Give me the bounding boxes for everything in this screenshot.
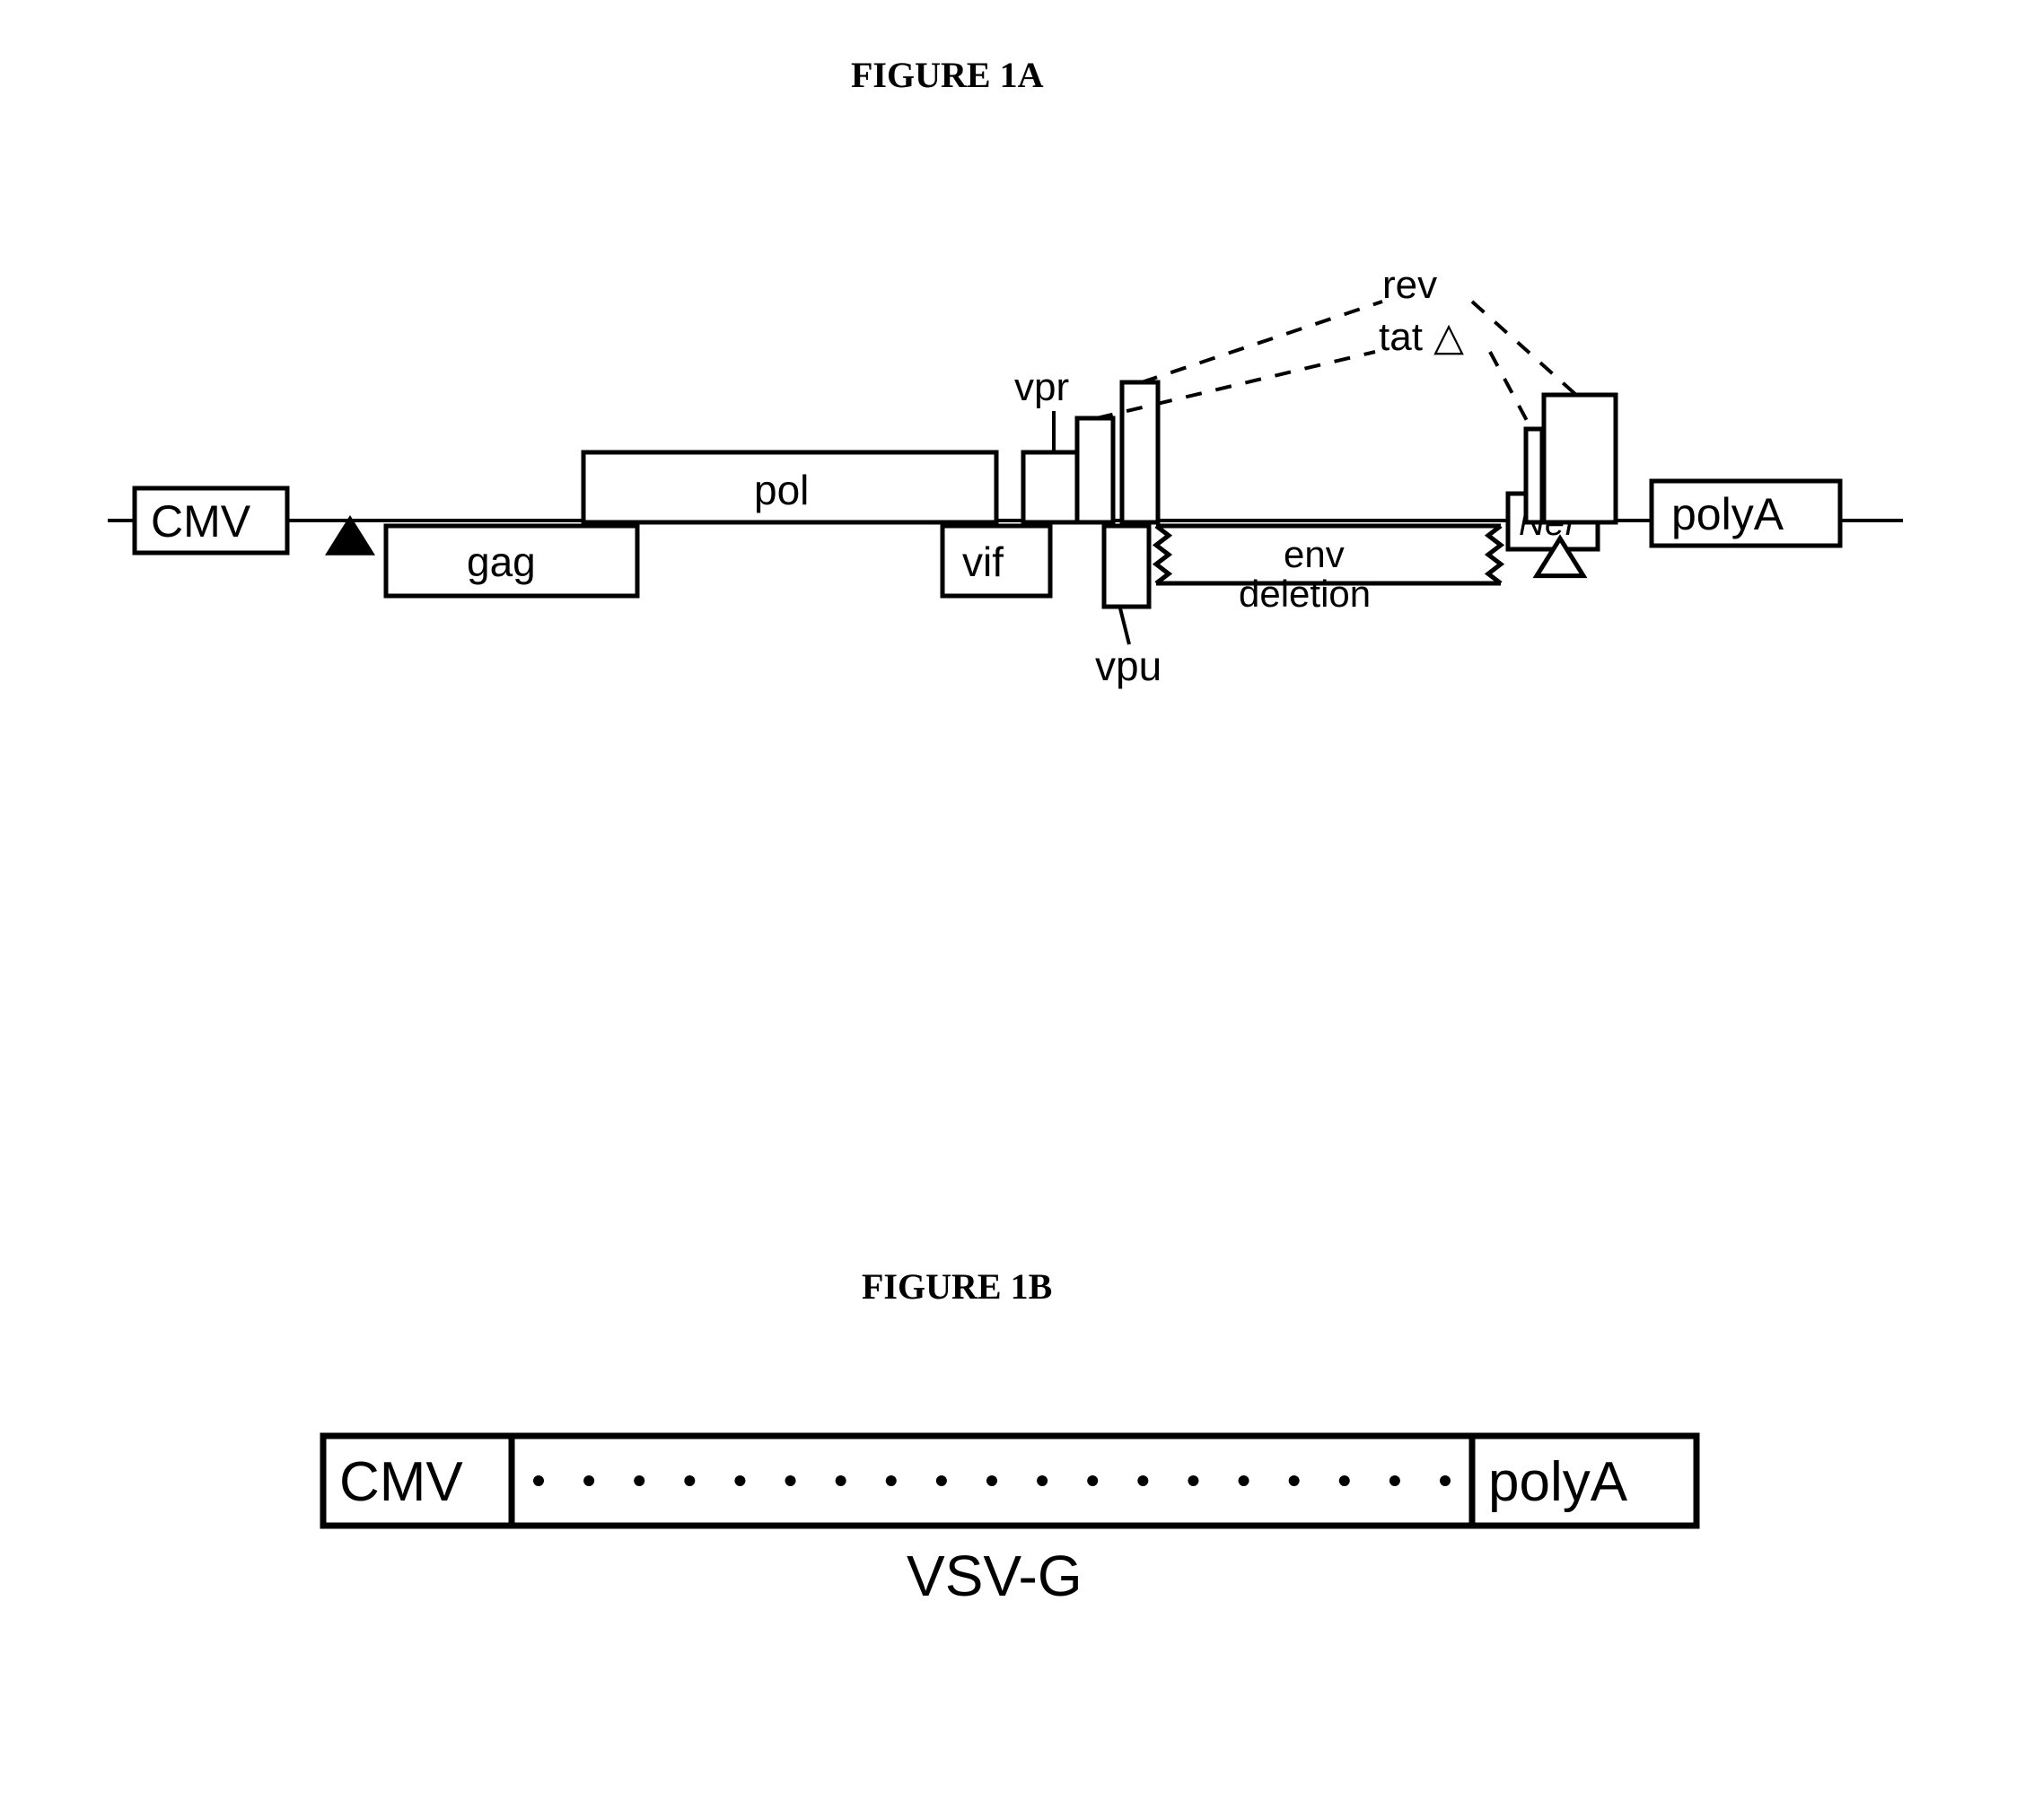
tat-delta-label: tat △ <box>1379 315 1464 359</box>
figure-1b-diagram: CMV polyA VSV-G <box>314 1400 1714 1669</box>
cmv-box-label: CMV <box>151 496 251 547</box>
rev-exon2-box <box>1544 395 1616 522</box>
figb-cmv-box-label: CMV <box>339 1451 463 1513</box>
vif-box-label: vif <box>962 538 1004 585</box>
env-deletion-label: deletion <box>1239 573 1371 615</box>
tat-exon1-box <box>1077 418 1113 522</box>
vpr-box-label: vpr <box>1014 365 1069 409</box>
polya-box-label: polyA <box>1671 489 1784 539</box>
vpu-box <box>1104 526 1149 607</box>
rev-label: rev <box>1382 263 1437 307</box>
vsv-g-label: VSV-G <box>907 1544 1083 1608</box>
rev-exon1-box <box>1122 382 1158 522</box>
figb-polya-box-label: polyA <box>1488 1451 1628 1513</box>
page: FIGURE 1A FIGURE 1B CMV gag pol vif vpr vpu en… <box>0 0 2025 1820</box>
tat-exon2-box <box>1526 429 1542 522</box>
vpr-box <box>1023 452 1077 522</box>
figure-1a-title: FIGURE 1A <box>851 54 1043 96</box>
vpu-box-label: vpu <box>1095 643 1162 689</box>
figure-1a-diagram: CMVgagpolvifvprvpuenvdeletionNefpolyArev… <box>108 251 1903 808</box>
pol-box-label: pol <box>754 467 809 513</box>
figure-1b-title: FIGURE 1B <box>862 1265 1052 1308</box>
env-label: env <box>1284 533 1345 575</box>
gag-box-label: gag <box>467 538 536 585</box>
